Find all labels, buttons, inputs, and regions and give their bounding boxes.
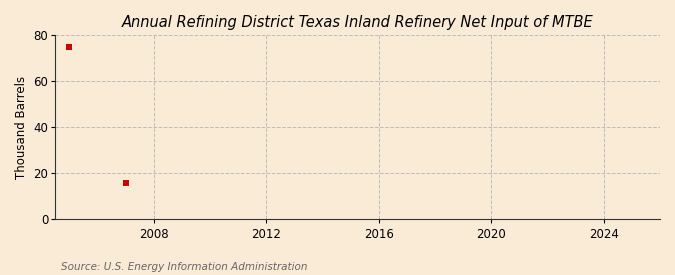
Title: Annual Refining District Texas Inland Refinery Net Input of MTBE: Annual Refining District Texas Inland Re… [122, 15, 593, 30]
Y-axis label: Thousand Barrels: Thousand Barrels [15, 76, 28, 179]
Text: Source: U.S. Energy Information Administration: Source: U.S. Energy Information Administ… [61, 262, 307, 272]
